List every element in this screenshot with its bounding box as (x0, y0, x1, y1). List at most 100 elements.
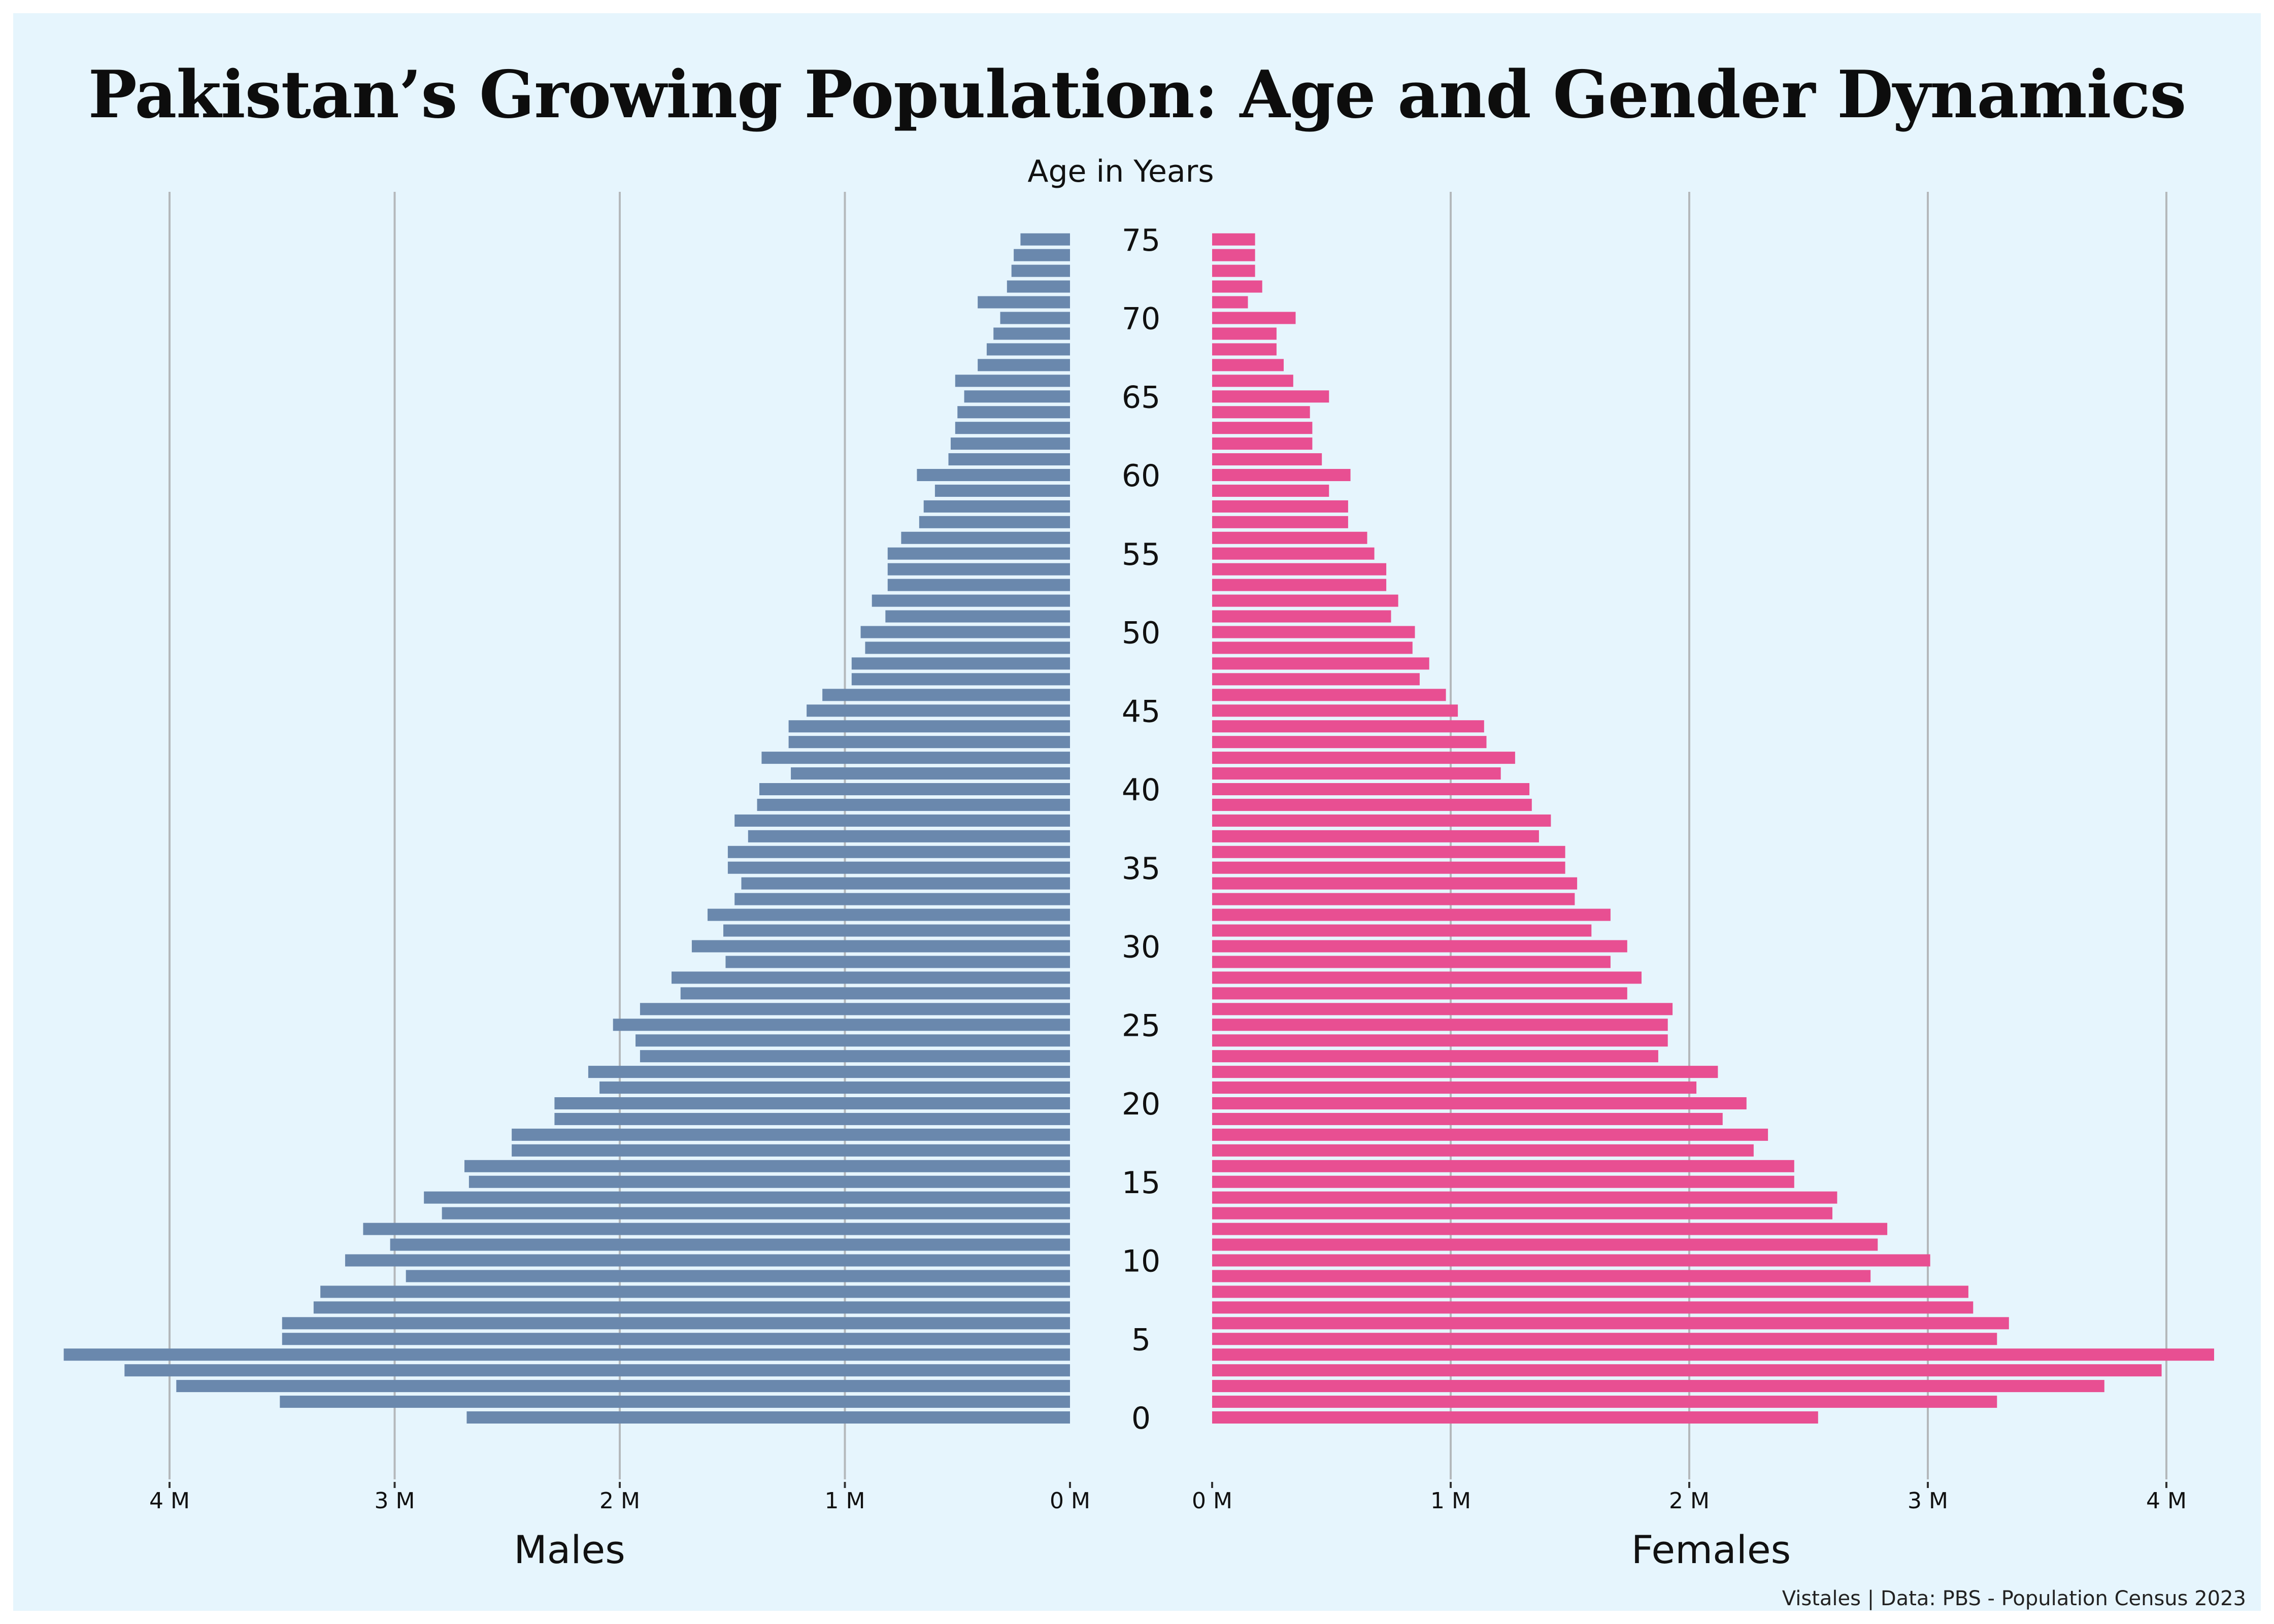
age-tick-label: 50 (1122, 616, 1160, 651)
females-bar (1212, 249, 1255, 261)
males-bar (923, 500, 1070, 513)
age-tick-label: 65 (1122, 380, 1160, 415)
males-bar (934, 484, 1070, 497)
males-bar (512, 1144, 1070, 1157)
females-bar (1212, 500, 1348, 513)
females-bar (1212, 1207, 1832, 1220)
females-bar (1212, 908, 1611, 921)
females-tick-label: 0 M (1192, 1488, 1232, 1514)
females-tick-label: 1 M (1430, 1488, 1471, 1514)
males-bar (613, 1019, 1070, 1031)
females-bar (1212, 343, 1277, 356)
males-bar (691, 940, 1070, 953)
females-bar (1212, 940, 1627, 953)
females-bar (1212, 720, 1484, 733)
females-bar (1212, 767, 1501, 780)
females-bar (1212, 1238, 1878, 1251)
males-bar (761, 752, 1070, 764)
males-bar (442, 1207, 1070, 1220)
males-bar (1000, 312, 1070, 324)
males-bar (851, 673, 1070, 686)
females-bar (1212, 1112, 1723, 1125)
age-tick-label: 60 (1122, 458, 1160, 494)
males-bar (788, 720, 1070, 733)
age-tick-label: 70 (1122, 301, 1160, 337)
males-bar (707, 908, 1070, 921)
females-bar (1212, 1333, 1997, 1345)
females-bar (1212, 1066, 1718, 1078)
males-bar (948, 453, 1070, 466)
females-bar (1212, 1191, 1837, 1204)
males-bar (917, 469, 1070, 481)
males-bar (680, 987, 1070, 1000)
age-axis-title: Age in Years (1027, 154, 1214, 189)
age-tick-label: 45 (1122, 694, 1160, 729)
males-bar (993, 327, 1070, 340)
males-bar (887, 563, 1070, 576)
axis-labels: 0 M 1 M 2 M 3 M 4 M 0 M 1 M 2 M 3 M 4 M 0 5 10 15 20 25… (149, 154, 2187, 1572)
males-tick-label: 0 M (1050, 1488, 1090, 1514)
males-bar (554, 1097, 1070, 1109)
females-bar (1212, 893, 1575, 905)
females-bar (1212, 437, 1313, 450)
females-bar (1212, 1128, 1768, 1141)
age-tick-label: 10 (1122, 1244, 1160, 1279)
males-bar (313, 1301, 1070, 1314)
females-bar (1212, 1223, 1888, 1235)
females-bar (1212, 987, 1627, 1000)
females-bar (1212, 312, 1296, 324)
age-tick-label: 5 (1131, 1322, 1151, 1358)
males-tick-label: 3 M (375, 1488, 415, 1514)
males-bar (424, 1191, 1070, 1204)
females-bar (1212, 1050, 1658, 1063)
males-bar (885, 610, 1070, 623)
males-bar (63, 1348, 1070, 1361)
females-bar (1212, 814, 1551, 827)
males-bar (466, 1411, 1071, 1424)
females-bar (1212, 626, 1415, 638)
females-tick-label: 2 M (1669, 1488, 1710, 1514)
males-bar (725, 956, 1070, 968)
females-bar (1212, 704, 1458, 717)
males-bar (1014, 249, 1070, 261)
males-bar (791, 767, 1070, 780)
bars (63, 233, 2214, 1424)
females-bar (1212, 830, 1539, 842)
females-bar (1212, 971, 1642, 984)
females-bar (1212, 1003, 1673, 1016)
source-note: Vistales | Data: PBS - Population Census… (1782, 1587, 2246, 1610)
females-bar (1212, 563, 1387, 576)
females-bar (1212, 1144, 1754, 1157)
males-bar (282, 1333, 1070, 1345)
chart-title: Pakistan’s Growing Population: Age and G… (88, 57, 2187, 133)
females-bar (1212, 579, 1387, 591)
females-bar (1212, 1411, 1818, 1424)
age-tick-label: 25 (1122, 1008, 1160, 1043)
males-bar (734, 893, 1070, 905)
males-bar (901, 531, 1070, 544)
males-bar (640, 1003, 1070, 1016)
age-tick-label: 0 (1131, 1401, 1151, 1436)
males-bar (986, 343, 1070, 356)
males-bar (1020, 233, 1070, 246)
males-bar (919, 516, 1070, 528)
females-bar (1212, 233, 1255, 246)
males-bar (363, 1223, 1071, 1235)
females-bar (1212, 924, 1592, 937)
age-tick-label: 30 (1122, 930, 1160, 965)
females-bar (1212, 877, 1578, 890)
males-bar (672, 971, 1070, 984)
males-bar (950, 437, 1070, 450)
age-tick-label: 75 (1122, 223, 1160, 258)
males-axis-title: Males (514, 1527, 625, 1572)
males-bar (640, 1050, 1070, 1063)
females-bar (1212, 1175, 1794, 1188)
males-bar (957, 406, 1070, 419)
males-bar (636, 1034, 1070, 1047)
males-bar (865, 641, 1070, 654)
females-bar (1212, 1364, 2162, 1377)
females-bar (1212, 1019, 1668, 1031)
females-bar (1212, 406, 1310, 419)
females-bar (1212, 1254, 1930, 1267)
